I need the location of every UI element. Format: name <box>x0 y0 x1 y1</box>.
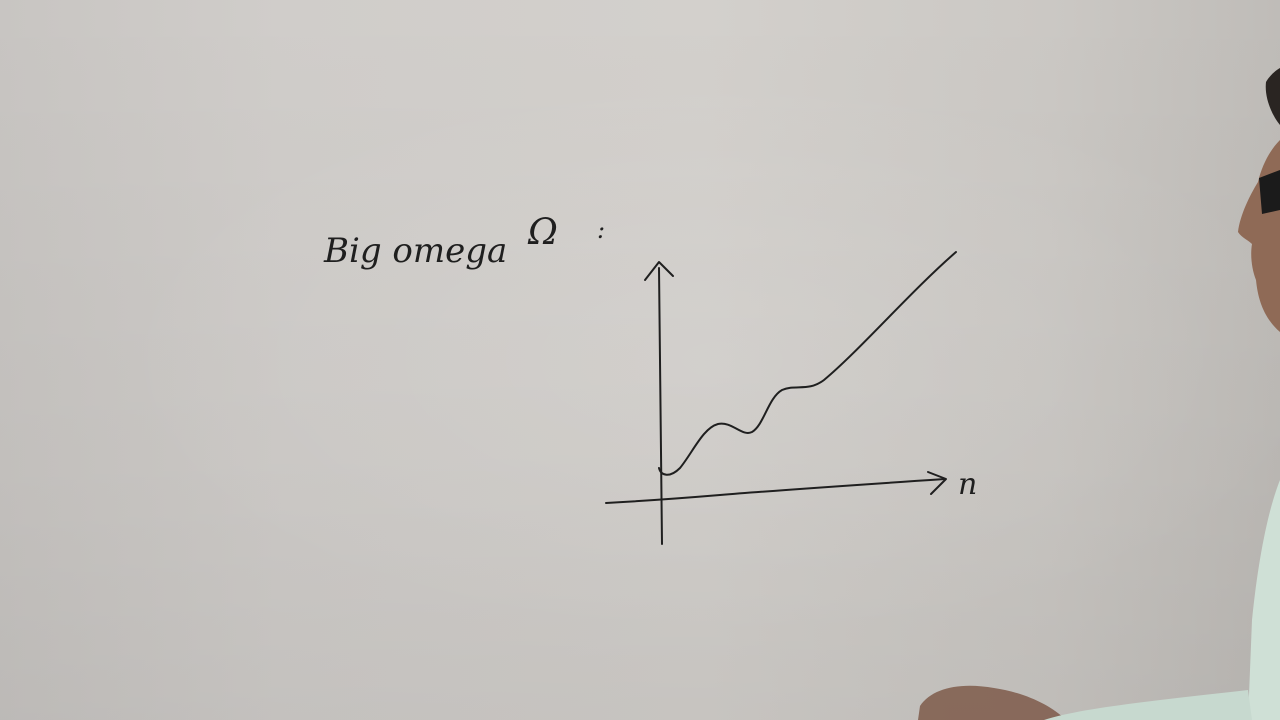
glasses-icon <box>1259 170 1280 214</box>
presenter-shirt <box>1248 480 1280 720</box>
x-axis-arrowhead <box>927 471 947 495</box>
y-axis <box>658 267 663 545</box>
presenter-sleeve <box>1044 690 1252 720</box>
y-axis-arrowhead <box>644 261 674 281</box>
heading-text: Big omega <box>323 231 507 271</box>
presenter-face <box>1238 140 1280 332</box>
growth-curve <box>658 251 957 476</box>
x-axis <box>605 478 946 504</box>
presenter-hair <box>1265 68 1280 125</box>
presenter-hand <box>918 685 1066 720</box>
omega-symbol: Ω <box>527 212 558 253</box>
heading-colon: : <box>597 216 605 244</box>
x-axis-label: n <box>958 467 977 502</box>
